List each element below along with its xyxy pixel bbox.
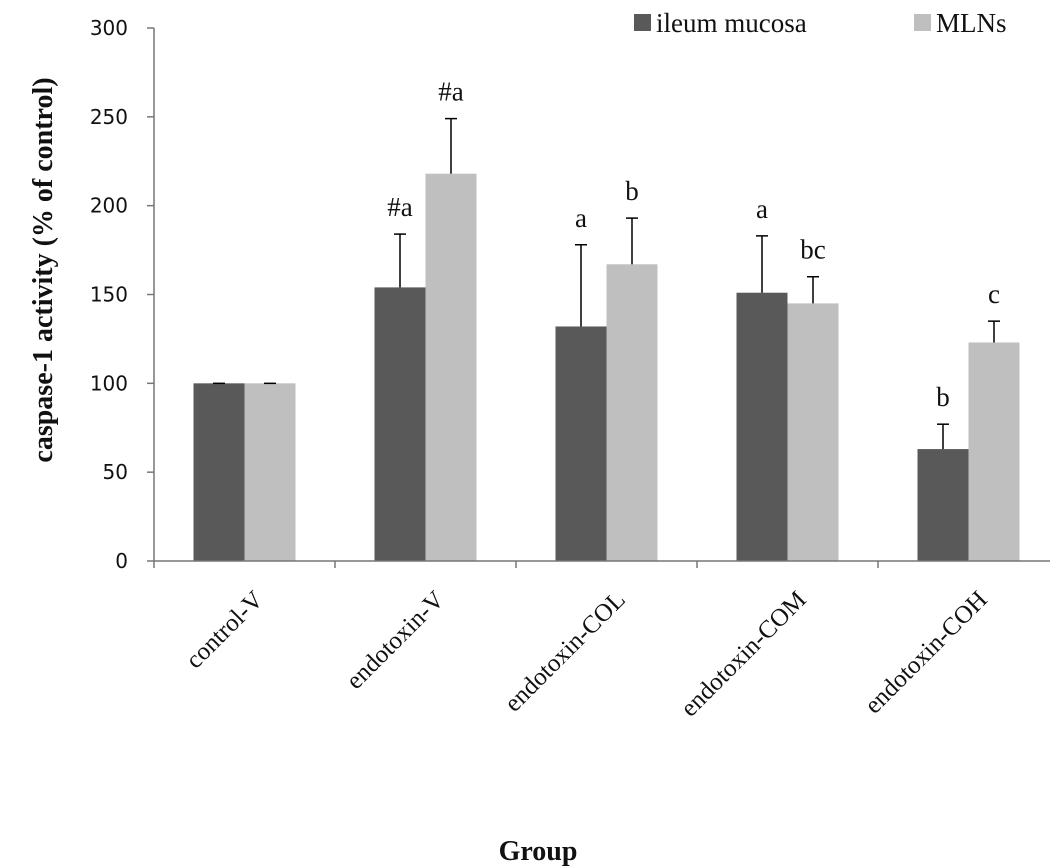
significance-label: #a bbox=[387, 192, 413, 222]
y-tick-label: 0 bbox=[115, 549, 128, 573]
x-axis-category-labels: control-V endotoxin-V endotoxin-COL endotox… bbox=[181, 586, 993, 722]
y-axis-title: caspase-1 activity (% of control) bbox=[28, 77, 59, 462]
y-tick-label: 300 bbox=[90, 16, 128, 40]
legend-swatch bbox=[634, 14, 651, 31]
significance-label: b bbox=[625, 176, 639, 206]
y-tick-label: 150 bbox=[90, 283, 128, 307]
bar bbox=[193, 383, 245, 561]
bar bbox=[244, 383, 296, 561]
y-axis-ticks: 0 50 100 150 200 250 300 bbox=[90, 16, 154, 573]
x-tick-label: endotoxin-COM bbox=[676, 586, 812, 722]
legend-label: ileum mucosa bbox=[656, 8, 807, 38]
bar bbox=[555, 326, 607, 561]
x-tick-label: endotoxin-COH bbox=[860, 586, 993, 719]
significance-label: c bbox=[988, 279, 1000, 309]
axes bbox=[153, 28, 1050, 568]
y-tick-label: 200 bbox=[90, 194, 128, 218]
bar bbox=[917, 449, 969, 561]
bar bbox=[968, 342, 1020, 561]
bar bbox=[736, 292, 788, 561]
x-tick-label: endotoxin-COL bbox=[500, 586, 631, 717]
significance-label: a bbox=[756, 194, 768, 224]
x-axis-title: Group bbox=[499, 836, 578, 867]
significance-label: a bbox=[575, 203, 587, 233]
y-tick-label: 100 bbox=[90, 371, 128, 395]
y-tick-label: 50 bbox=[103, 460, 128, 484]
legend: ileum mucosa MLNs bbox=[634, 8, 1007, 38]
bar bbox=[374, 287, 426, 561]
legend-swatch bbox=[914, 14, 931, 31]
bar bbox=[425, 173, 477, 562]
bar bbox=[787, 303, 839, 561]
legend-label: MLNs bbox=[936, 8, 1007, 38]
x-tick-label: endotoxin-V bbox=[341, 586, 449, 694]
significance-label: bc bbox=[800, 235, 826, 265]
significance-label: b bbox=[936, 382, 950, 412]
bars-group bbox=[193, 173, 1020, 562]
y-tick-label: 250 bbox=[90, 105, 128, 129]
x-tick-label: control-V bbox=[181, 586, 269, 674]
error-bars-group bbox=[213, 117, 1000, 450]
significance-label: #a bbox=[438, 77, 464, 107]
bar bbox=[606, 264, 658, 561]
